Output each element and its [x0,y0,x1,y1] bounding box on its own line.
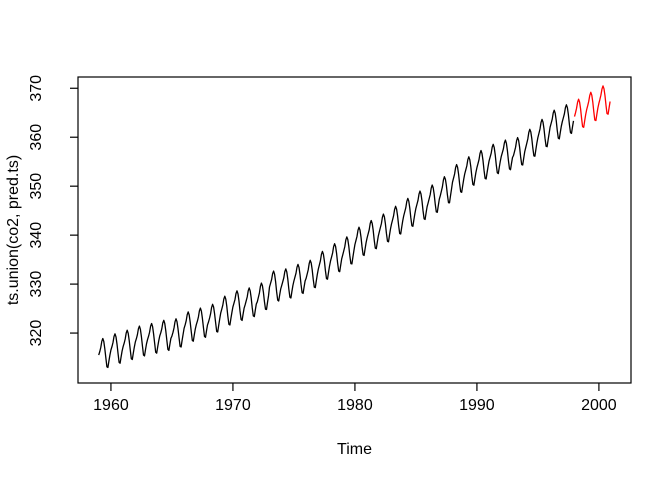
series-line-pred [573,85,611,128]
x-tick-label: 1970 [215,397,251,414]
series-line-co2 [98,104,575,369]
series-layer [98,85,611,369]
y-tick-label: 340 [28,222,45,249]
y-tick-label: 320 [28,320,45,347]
plot-box [77,76,632,384]
x-tick-label: 1990 [459,397,495,414]
y-tick-label: 370 [28,75,45,102]
y-tick-label: 350 [28,173,45,200]
y-axis-label: ts.union(co2, pred.ts) [5,155,22,305]
x-tick-label: 1980 [337,397,373,414]
x-tick-label: 1960 [93,397,129,414]
x-tick-label: 2000 [581,397,617,414]
x-axis-label: Time [337,441,372,458]
y-tick-label: 360 [28,124,45,151]
axes-layer: 1960 1970 1980 1990 2000 320 330 340 350 360 370 [28,75,617,414]
y-tick-label: 330 [28,271,45,298]
